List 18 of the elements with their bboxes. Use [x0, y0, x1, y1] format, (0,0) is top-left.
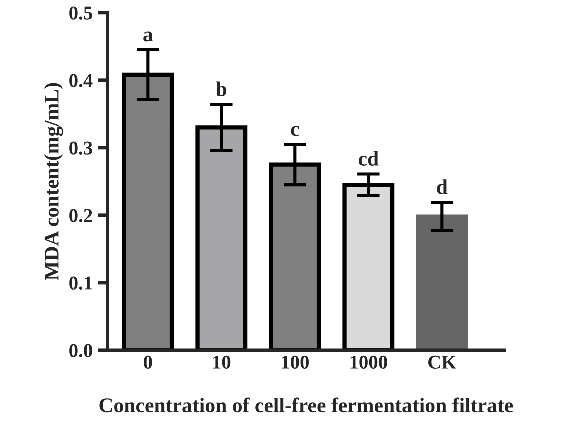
annotation: a: [144, 32, 154, 42]
y-tick-label: 0.1: [70, 276, 92, 290]
x-tick-label: 100: [282, 356, 309, 369]
y-tick-label: 0.4: [70, 74, 93, 88]
annotation: b: [216, 82, 227, 96]
y-tick-label: 0.3: [70, 142, 92, 155]
x-axis-title: Concentration of cell-free fermentation filtrate: [100, 398, 514, 413]
x-tick-label: 1000: [350, 356, 388, 369]
y-tick-label: 0.5: [70, 6, 92, 20]
annotation: c: [291, 126, 300, 136]
y-tick-label: 0.2: [70, 209, 92, 222]
y-tick-label: 0.0: [70, 344, 92, 358]
y-axis-title: MDA content(mg/mL): [44, 83, 64, 281]
annotation: cd: [358, 151, 379, 166]
x-tick-label: 0: [144, 356, 152, 369]
annotation: d: [437, 180, 448, 194]
x-tick-label: CK: [428, 356, 457, 369]
x-tick-label: 10: [213, 356, 231, 369]
